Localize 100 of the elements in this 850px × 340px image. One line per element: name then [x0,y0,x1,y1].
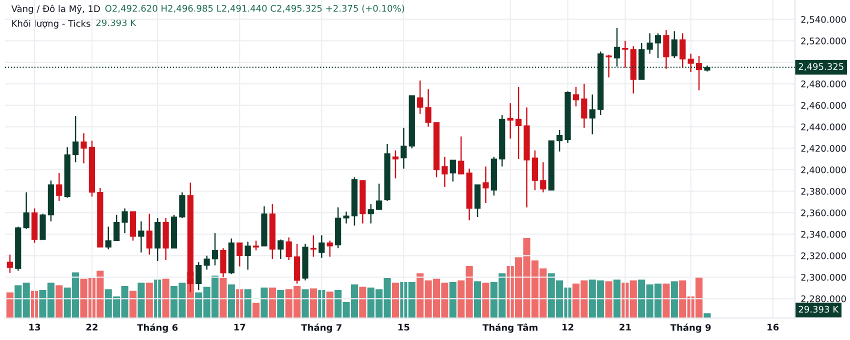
candlestick [236,242,243,268]
x-tick-label: 12 [562,324,574,330]
candlestick [654,32,662,59]
chart-subtitle: 29.393 K [96,19,136,26]
candlestick [286,236,292,261]
y-tick-label: 2,380.000 [801,188,846,196]
candlestick [105,226,112,250]
candlestick [417,80,424,115]
bar [670,281,678,318]
candlestick [343,211,350,224]
candlestick [680,32,686,68]
y-tick-label: 2,420.000 [801,144,846,153]
candlestick [80,132,87,164]
candlestick [179,192,186,219]
x-tick-label: 15 [398,324,410,331]
bar [252,302,260,318]
bar [138,282,145,318]
y-tick-label: 2,540.000 [801,16,846,24]
candlestick [23,192,30,230]
y-tick-label: 2,320.000 [801,252,846,260]
bar [129,290,137,318]
candlestick [671,30,678,59]
x-tick-label: 16 [768,324,779,331]
x-tick-label: 13 [29,324,40,331]
bar [260,288,268,318]
x-tick-label: Tháng 7 [301,324,342,333]
y-tick-label: 2,460.000 [801,102,846,110]
candlestick [450,159,456,182]
bar [244,289,252,318]
x-tick-label: Tháng 9 [670,324,711,333]
bar [704,313,711,318]
candlestick [376,183,382,210]
bar [359,286,366,318]
candlestick [663,29,670,70]
candlestick [400,127,407,170]
candlestick [212,232,218,266]
candlestick [622,40,628,68]
candlestick [474,184,481,218]
candlestick [278,238,284,260]
bar [162,278,170,318]
y-tick-label: 2,300.000 [801,274,846,282]
bar [310,288,317,318]
bar [6,292,14,318]
bar [302,289,309,318]
bar [474,281,482,318]
y-tick-label: 2,340.000 [801,230,846,239]
chart-subtitle: O2,492.620 H2,496.985 L2,491.440 C2,495.325 +2.375 (+0.10%) [105,4,404,13]
candlestick [688,53,694,73]
candlestick [252,240,260,251]
text: Vàng / Đô la Mỹ, 1D [11,4,100,14]
candlestick [581,83,588,128]
candlestick [646,32,653,54]
x-tick-label: 22 [86,324,98,330]
candlestick [138,220,144,254]
candlestick [425,88,432,128]
candlestick [532,150,538,191]
x-tick-label: 17 [234,324,246,330]
bar [220,278,227,318]
candlestick [392,150,399,179]
text: 29.393 K [798,306,839,313]
candlestick [146,213,152,256]
candlestick [696,55,702,91]
bar [605,281,612,318]
candlestick [540,162,546,193]
bar [277,290,284,318]
candlestick [589,94,596,135]
candlestick [614,27,620,68]
bar [613,280,621,318]
candlestick [368,203,374,224]
bar [146,282,153,318]
candlestick [56,172,62,202]
candlestick [244,241,251,270]
bar [268,288,276,318]
candlestick [72,115,79,163]
candlestick [458,136,464,175]
candlestick [294,243,300,284]
bar [228,284,235,318]
bar [56,285,63,318]
candlestick [572,86,580,107]
candlestick [220,248,226,278]
candlestick [6,254,13,274]
candlestick [556,129,563,152]
x-tick-label: Tháng Tâm [482,324,538,333]
bar [392,282,400,318]
candlestick [442,156,448,188]
x-tick-label: 21 [620,324,631,330]
x-tick-label: Tháng 6 [137,324,178,333]
y-tick-label: 2,360.000 [801,209,846,218]
candlestick [122,208,128,234]
candlestick [318,234,325,258]
bar [326,292,334,318]
candlestick [196,262,202,291]
candlestick [114,214,120,242]
y-tick-label: 2,400.000 [801,166,846,174]
candlestick [515,86,522,160]
y-tick-label: 2,280.000 [801,295,846,304]
y-tick-label: 2,520.000 [801,38,846,46]
y-tick-label: 2,480.000 [801,80,846,88]
bar [662,284,670,318]
candlestick [326,240,333,258]
